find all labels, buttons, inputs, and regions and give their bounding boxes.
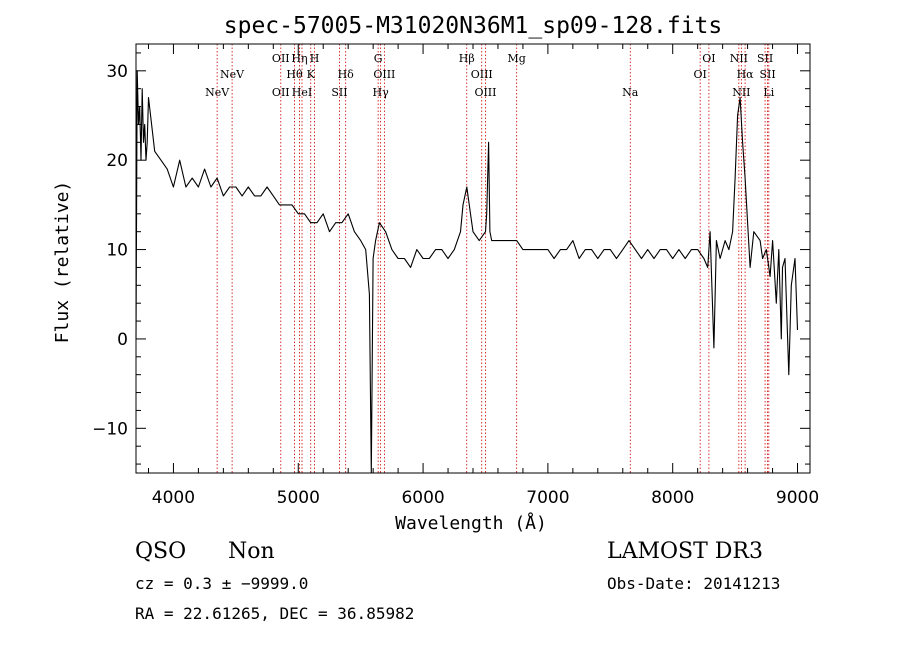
line-label: Hθ bbox=[286, 68, 303, 81]
survey-name: LAMOST DR3 bbox=[607, 539, 763, 564]
obs-date: Obs-Date: 20141213 bbox=[607, 574, 780, 593]
y-tick-label: 20 bbox=[106, 151, 128, 171]
object-class: QSO bbox=[135, 539, 186, 564]
line-label: Hδ bbox=[338, 68, 355, 81]
x-axis-label: Wavelength (Å) bbox=[395, 512, 547, 534]
line-label: H bbox=[310, 52, 320, 65]
x-axis-ticks: 4000 5000 6000 7000 8000 9000 bbox=[147, 44, 819, 508]
spectrum-line bbox=[135, 70, 799, 474]
line-label: NeV bbox=[220, 68, 245, 81]
line-label: OI bbox=[702, 52, 715, 65]
line-label: NeV bbox=[205, 86, 230, 99]
line-label: OII bbox=[272, 86, 290, 99]
y-tick-label: −10 bbox=[92, 419, 128, 439]
line-label: NII bbox=[730, 52, 748, 65]
x-tick-label: 5000 bbox=[277, 488, 320, 508]
line-label: Hη bbox=[291, 52, 307, 65]
line-label: SII bbox=[331, 86, 347, 99]
y-tick-label: 0 bbox=[117, 330, 128, 350]
x-tick-label: 8000 bbox=[651, 488, 694, 508]
line-label: Hβ bbox=[459, 52, 475, 65]
line-label: OI bbox=[693, 68, 706, 81]
y-tick-label: 30 bbox=[106, 62, 128, 82]
line-label: OIII bbox=[471, 68, 493, 81]
x-tick-label: 4000 bbox=[152, 488, 195, 508]
line-label: G bbox=[374, 52, 383, 65]
line-label: OIII bbox=[373, 68, 395, 81]
x-tick-label: 9000 bbox=[776, 488, 819, 508]
coordinates: RA = 22.61265, DEC = 36.85982 bbox=[135, 604, 414, 623]
line-label: OIII bbox=[474, 86, 496, 99]
line-label: Mg bbox=[508, 52, 526, 65]
x-tick-label: 7000 bbox=[526, 488, 569, 508]
line-label: Na bbox=[622, 86, 639, 99]
line-label: OII bbox=[272, 52, 290, 65]
line-label: SII bbox=[757, 52, 773, 65]
line-labels: NeV NeV OII OII Hθ Hη HeI HK SII Hδ G Hγ OIII Hβ OIII O… bbox=[205, 52, 776, 99]
y-tick-label: 10 bbox=[106, 241, 128, 261]
y-axis-ticks: −10 0 10 20 30 bbox=[92, 52, 810, 465]
line-label: HeI bbox=[292, 86, 312, 99]
y-axis-label: Flux (relative) bbox=[52, 181, 73, 344]
chart-title: spec-57005-M31020N36M1_sp09-128.fits bbox=[224, 13, 723, 39]
line-label: Li bbox=[763, 86, 774, 99]
spectrum-series bbox=[135, 70, 799, 474]
x-tick-label: 6000 bbox=[401, 488, 444, 508]
line-label: Hγ bbox=[373, 86, 390, 99]
line-label: SII bbox=[759, 68, 775, 81]
object-subclass: Non bbox=[228, 539, 275, 564]
line-markers bbox=[216, 44, 770, 473]
line-label: NII bbox=[732, 86, 750, 99]
line-label: K bbox=[307, 68, 316, 81]
line-label: Hα bbox=[737, 68, 755, 81]
redshift-text: cz = 0.3 ± −9999.0 bbox=[135, 574, 308, 593]
